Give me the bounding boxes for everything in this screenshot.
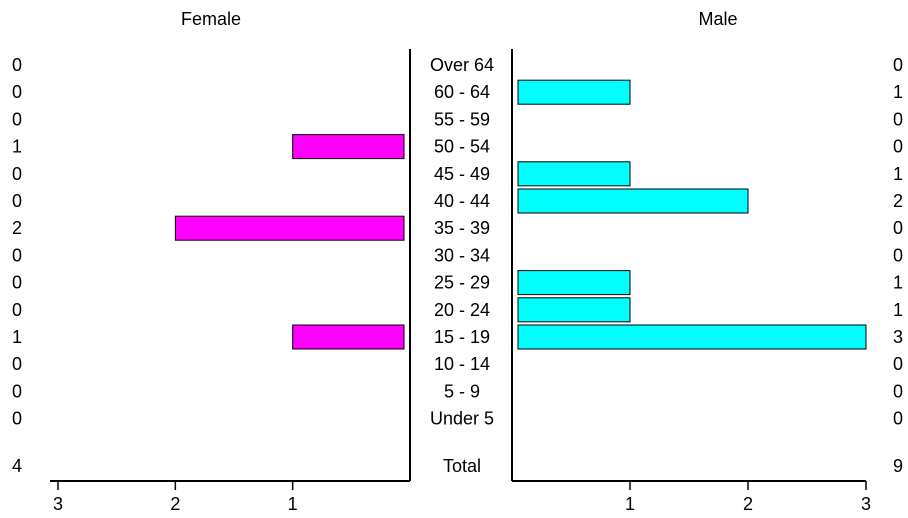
female-bar xyxy=(174,215,405,241)
female-count-label: 1 xyxy=(12,137,22,157)
age-group-label: 15 - 19 xyxy=(434,327,490,347)
age-group-label: 25 - 29 xyxy=(434,273,490,293)
male-count-label: 1 xyxy=(893,300,903,320)
female-count-label: 0 xyxy=(12,191,22,211)
age-group-label: 55 - 59 xyxy=(434,109,490,129)
age-group-label: 35 - 39 xyxy=(434,218,490,238)
male-tick-label: 3 xyxy=(861,494,871,514)
female-panel-title: Female xyxy=(181,9,241,29)
male-count-label: 0 xyxy=(893,245,903,265)
male-count-label: 0 xyxy=(893,109,903,129)
male-panel-title: Male xyxy=(698,9,737,29)
age-group-label: Under 5 xyxy=(430,409,494,429)
male-bar xyxy=(517,297,631,323)
male-tick-label: 2 xyxy=(743,494,753,514)
female-count-label: 0 xyxy=(12,273,22,293)
age-group-label: 30 - 34 xyxy=(434,245,490,265)
male-count-label: 0 xyxy=(893,218,903,238)
labels-layer: Over 64 0 0 60 - 64 0 1 55 - 59 0 0 50 - 54 1 0 45 -… xyxy=(12,55,903,429)
male-count-label: 1 xyxy=(893,273,903,293)
male-count-label: 0 xyxy=(893,55,903,75)
female-count-label: 0 xyxy=(12,354,22,374)
female-tick-label: 2 xyxy=(170,494,180,514)
male-bar xyxy=(517,161,631,187)
total-label: Total xyxy=(443,456,481,476)
age-group-label: 5 - 9 xyxy=(444,381,480,401)
female-tick-label: 3 xyxy=(53,494,63,514)
female-count-label: 0 xyxy=(12,164,22,184)
bars-layer xyxy=(174,79,867,350)
male-bar xyxy=(517,79,631,105)
male-count-label: 2 xyxy=(893,191,903,211)
male-count-label: 3 xyxy=(893,327,903,347)
female-count-label: 0 xyxy=(12,55,22,75)
male-count-label: 1 xyxy=(893,164,903,184)
female-bar xyxy=(292,324,405,350)
age-group-label: 60 - 64 xyxy=(434,82,490,102)
female-count-label: 0 xyxy=(12,109,22,129)
female-count-label: 0 xyxy=(12,381,22,401)
female-count-label: 2 xyxy=(12,218,22,238)
male-bar xyxy=(517,188,749,214)
male-bar xyxy=(517,270,631,296)
female-count-label: 1 xyxy=(12,327,22,347)
male-count-label: 0 xyxy=(893,381,903,401)
male-tick-label: 1 xyxy=(625,494,635,514)
female-count-label: 0 xyxy=(12,300,22,320)
male-total: 9 xyxy=(893,456,903,476)
male-count-label: 0 xyxy=(893,137,903,157)
male-count-label: 0 xyxy=(893,409,903,429)
female-total: 4 xyxy=(12,456,22,476)
female-count-label: 0 xyxy=(12,82,22,102)
age-group-label: 20 - 24 xyxy=(434,300,490,320)
male-count-label: 0 xyxy=(893,354,903,374)
female-bar xyxy=(292,134,405,160)
age-group-label: Over 64 xyxy=(430,55,494,75)
male-bar xyxy=(517,324,867,350)
age-group-label: 40 - 44 xyxy=(434,191,490,211)
male-count-label: 1 xyxy=(893,82,903,102)
female-count-label: 0 xyxy=(12,245,22,265)
age-group-label: 50 - 54 xyxy=(434,137,490,157)
ticks-layer: 1 1 2 2 3 3 xyxy=(53,481,871,514)
age-group-label: 10 - 14 xyxy=(434,354,490,374)
female-tick-label: 1 xyxy=(288,494,298,514)
age-group-label: 45 - 49 xyxy=(434,164,490,184)
female-count-label: 0 xyxy=(12,409,22,429)
